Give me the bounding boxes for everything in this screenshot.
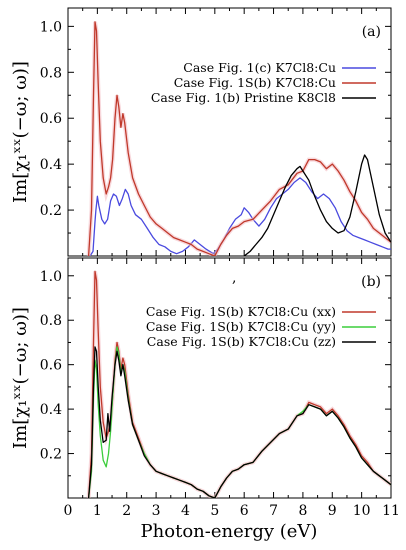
legend-label: Case Fig. 1S(b) K7Cl8:Cu (yy)	[146, 319, 336, 334]
series-line-red	[87, 21, 391, 256]
legend-label: Case Fig. 1S(b) K7Cl8:Cu (zz)	[147, 334, 336, 349]
x-tick-label: 1	[93, 503, 102, 519]
x-tick-label: 5	[210, 503, 219, 519]
y-tick-label: 0.4	[40, 157, 62, 173]
y-tick-label: 0.4	[40, 402, 62, 418]
x-tick-label: 9	[328, 503, 337, 519]
y-tick-label: 0.8	[40, 313, 62, 329]
y-tick-label: 0.6	[40, 358, 62, 374]
y-tick-label: 0.2	[40, 203, 62, 219]
x-axis-label: Photon-energy (eV)	[141, 521, 318, 542]
y-tick-label: 1.0	[40, 19, 62, 35]
panel-b-series	[86, 270, 391, 498]
y-tick-label: 1.0	[40, 269, 62, 285]
x-tick-label: 6	[240, 503, 249, 519]
panel-b-y-tick-labels: 0.2 0.4 0.6 0.8 1.0	[40, 269, 62, 463]
panel-a-frame	[67, 7, 392, 257]
series-halo	[86, 21, 391, 256]
stray-comma: ,	[232, 270, 236, 286]
y-tick-label: 0.8	[40, 65, 62, 81]
x-tick-label: 4	[181, 503, 190, 519]
x-tick-label: 7	[269, 503, 278, 519]
x-tick-labels: 0 1 2 3 4 5 6 7 8 9 10 11	[64, 503, 400, 519]
x-tick-label: 11	[382, 503, 400, 519]
x-tick-label: 2	[122, 503, 131, 519]
y-tick-label: 0.6	[40, 111, 62, 127]
panel-b-ticks	[67, 258, 392, 498]
legend-label: Case Fig. 1(b) Pristine K8Cl8	[151, 90, 336, 105]
panel-b-legend: Case Fig. 1S(b) K7Cl8:Cu (xx)Case Fig. 1…	[146, 304, 376, 349]
x-tick-label: 0	[64, 503, 73, 519]
panel-b-tag: (b)	[361, 274, 381, 290]
panel-a-y-tick-labels: 0.2 0.4 0.6 0.8 1.0	[40, 19, 62, 219]
legend-label: Case Fig. 1S(b) K7Cl8:Cu	[174, 75, 336, 90]
series-line-black	[243, 154, 391, 256]
panel-a-series	[86, 21, 391, 256]
x-tick-label: 10	[353, 503, 371, 519]
x-tick-label: 8	[298, 503, 307, 519]
legend-label: Case Fig. 1S(b) K7Cl8:Cu (xx)	[146, 304, 336, 319]
x-tick-label: 3	[152, 503, 161, 519]
panel-a-ticks	[67, 8, 392, 256]
panel-a-y-axis-label: Im[χ₁ˣˣ(−ω; ω)]	[10, 61, 31, 203]
y-tick-label: 0.2	[40, 447, 62, 463]
series-line-black	[87, 346, 391, 498]
panel-a-tag: (a)	[362, 24, 381, 40]
legend-label: Case Fig. 1(c) K7Cl8:Cu	[183, 60, 336, 75]
panel-b-y-axis-label: Im[χ₁ˣˣ(−ω; ω)]	[10, 307, 31, 449]
panel-b-frame	[67, 257, 392, 499]
